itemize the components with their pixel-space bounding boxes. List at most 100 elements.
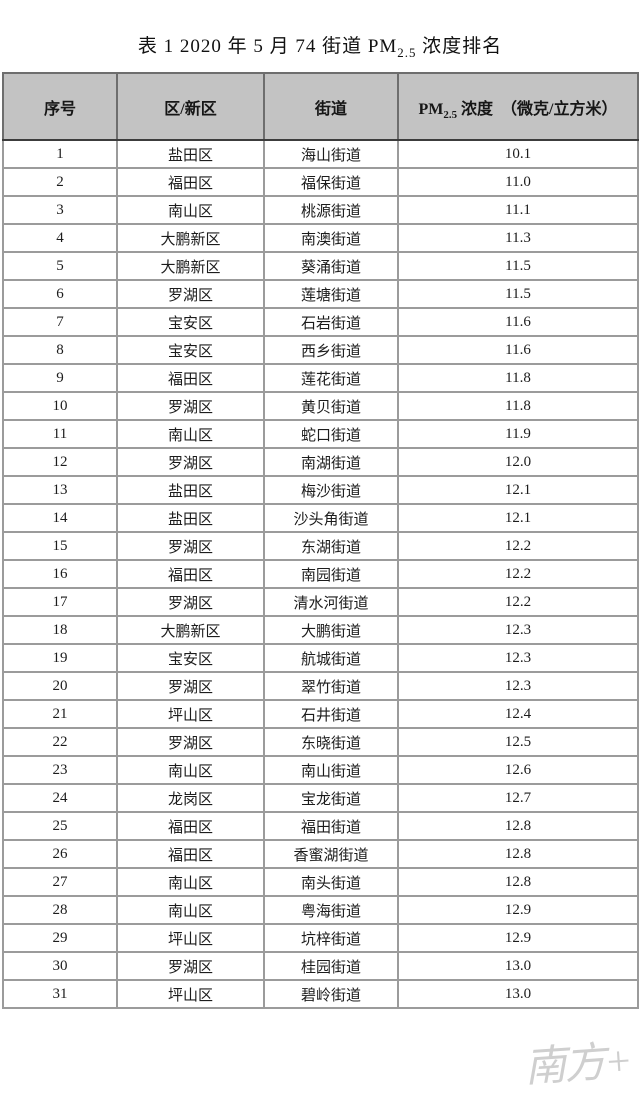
table-row: 14 盐田区 沙头角街道 12.1	[2, 503, 639, 533]
cell-pm25-value: 11.8	[397, 363, 639, 393]
cell-rank: 27	[2, 867, 118, 897]
cell-street: 宝龙街道	[263, 783, 399, 813]
cell-pm25-value: 11.6	[397, 307, 639, 337]
header-row: 序号 区/新区 街道 PM2.5 浓度 （微克/立方米）	[2, 72, 639, 141]
cell-pm25-value: 12.3	[397, 643, 639, 673]
table-row: 28 南山区 粤海街道 12.9	[2, 895, 639, 925]
cell-rank: 3	[2, 195, 118, 225]
cell-rank: 11	[2, 419, 118, 449]
header-cell-district: 区/新区	[116, 72, 265, 141]
cell-district: 福田区	[116, 363, 265, 393]
cell-district: 盐田区	[116, 475, 265, 505]
cell-pm25-value: 12.9	[397, 895, 639, 925]
cell-pm25-value: 12.8	[397, 867, 639, 897]
cell-rank: 8	[2, 335, 118, 365]
cell-district: 盐田区	[116, 503, 265, 533]
cell-pm25-value: 12.8	[397, 811, 639, 841]
cell-rank: 31	[2, 979, 118, 1009]
cell-district: 罗湖区	[116, 391, 265, 421]
table-row: 31 坪山区 碧岭街道 13.0	[2, 979, 639, 1009]
cell-street: 粤海街道	[263, 895, 399, 925]
cell-rank: 22	[2, 727, 118, 757]
table-caption: 表 1 2020 年 5 月 74 街道 PM2.5 浓度排名	[0, 0, 640, 60]
cell-pm25-value: 12.3	[397, 615, 639, 645]
cell-street: 福田街道	[263, 811, 399, 841]
cell-rank: 6	[2, 279, 118, 309]
cell-pm25-value: 12.0	[397, 447, 639, 477]
table-row: 6 罗湖区 莲塘街道 11.5	[2, 279, 639, 309]
cell-district: 福田区	[116, 811, 265, 841]
table-row: 10 罗湖区 黄贝街道 11.8	[2, 391, 639, 421]
cell-pm25-value: 13.0	[397, 951, 639, 981]
table-row: 9 福田区 莲花街道 11.8	[2, 363, 639, 393]
cell-district: 罗湖区	[116, 951, 265, 981]
cell-district: 大鹏新区	[116, 615, 265, 645]
cell-district: 罗湖区	[116, 279, 265, 309]
cell-pm25-value: 12.2	[397, 587, 639, 617]
cell-pm25-value: 12.1	[397, 503, 639, 533]
cell-pm25-value: 11.5	[397, 279, 639, 309]
cell-street: 桂园街道	[263, 951, 399, 981]
cell-pm25-value: 12.3	[397, 671, 639, 701]
cell-street: 香蜜湖街道	[263, 839, 399, 869]
cell-pm25-value: 12.1	[397, 475, 639, 505]
table-row: 26 福田区 香蜜湖街道 12.8	[2, 839, 639, 869]
cell-district: 罗湖区	[116, 671, 265, 701]
table-row: 2 福田区 福保街道 11.0	[2, 167, 639, 197]
table-row: 7 宝安区 石岩街道 11.6	[2, 307, 639, 337]
table-row: 5 大鹏新区 葵涌街道 11.5	[2, 251, 639, 281]
table-row: 21 坪山区 石井街道 12.4	[2, 699, 639, 729]
cell-street: 莲塘街道	[263, 279, 399, 309]
cell-rank: 25	[2, 811, 118, 841]
cell-rank: 5	[2, 251, 118, 281]
cell-district: 坪山区	[116, 979, 265, 1009]
cell-street: 东晓街道	[263, 727, 399, 757]
cell-rank: 4	[2, 223, 118, 253]
cell-district: 福田区	[116, 559, 265, 589]
cell-district: 坪山区	[116, 923, 265, 953]
cell-street: 福保街道	[263, 167, 399, 197]
cell-pm25-value: 11.8	[397, 391, 639, 421]
cell-pm25-value: 11.6	[397, 335, 639, 365]
cell-rank: 10	[2, 391, 118, 421]
cell-district: 罗湖区	[116, 587, 265, 617]
cell-rank: 7	[2, 307, 118, 337]
cell-pm25-value: 10.1	[397, 139, 639, 169]
cell-rank: 29	[2, 923, 118, 953]
cell-district: 盐田区	[116, 139, 265, 169]
cell-pm25-value: 12.5	[397, 727, 639, 757]
cell-rank: 13	[2, 475, 118, 505]
cell-pm25-value: 12.7	[397, 783, 639, 813]
caption-pm-subscript: 2.5	[397, 44, 417, 60]
cell-street: 坑梓街道	[263, 923, 399, 953]
cell-rank: 23	[2, 755, 118, 785]
cell-street: 大鹏街道	[263, 615, 399, 645]
cell-district: 罗湖区	[116, 447, 265, 477]
cell-pm25-value: 11.1	[397, 195, 639, 225]
cell-street: 沙头角街道	[263, 503, 399, 533]
cell-district: 宝安区	[116, 643, 265, 673]
table-row: 18 大鹏新区 大鹏街道 12.3	[2, 615, 639, 645]
table-row: 29 坪山区 坑梓街道 12.9	[2, 923, 639, 953]
cell-rank: 26	[2, 839, 118, 869]
cell-street: 南园街道	[263, 559, 399, 589]
table-row: 19 宝安区 航城街道 12.3	[2, 643, 639, 673]
caption-text-suffix: 浓度排名	[416, 36, 503, 57]
cell-street: 梅沙街道	[263, 475, 399, 505]
cell-rank: 2	[2, 167, 118, 197]
table-row: 11 南山区 蛇口街道 11.9	[2, 419, 639, 449]
cell-street: 石岩街道	[263, 307, 399, 337]
cell-pm25-value: 13.0	[397, 979, 639, 1009]
cell-district: 宝安区	[116, 335, 265, 365]
table-body: 1 盐田区 海山街道 10.1 2 福田区 福保街道 11.0 3 南山区 桃源…	[2, 139, 639, 1009]
cell-rank: 30	[2, 951, 118, 981]
table-row: 24 龙岗区 宝龙街道 12.7	[2, 783, 639, 813]
cell-pm25-value: 11.0	[397, 167, 639, 197]
cell-rank: 19	[2, 643, 118, 673]
cell-rank: 18	[2, 615, 118, 645]
cell-street: 东湖街道	[263, 531, 399, 561]
cell-pm25-value: 12.9	[397, 923, 639, 953]
cell-rank: 24	[2, 783, 118, 813]
table-row: 4 大鹏新区 南澳街道 11.3	[2, 223, 639, 253]
